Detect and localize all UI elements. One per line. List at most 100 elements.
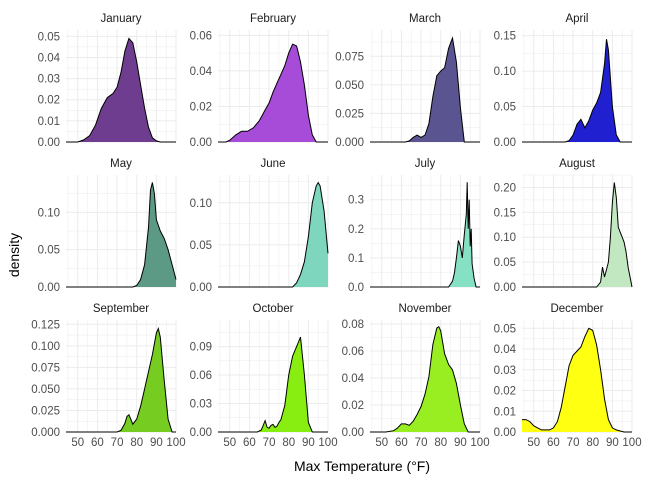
y-tick-label: 0.02 bbox=[190, 101, 212, 113]
x-tick-label: 70 bbox=[567, 437, 580, 449]
density-area bbox=[66, 38, 176, 142]
facet-june: June 0.00 0.05 0.10 bbox=[190, 158, 329, 294]
y-tick-label: 0.15 bbox=[494, 31, 516, 43]
y-tick-label: 0.04 bbox=[38, 52, 61, 64]
y-tick-label: 0.06 bbox=[190, 370, 212, 382]
x-tick-label: 80 bbox=[434, 437, 447, 449]
facet-august: August 0.00 0.05 0.10 0.15 0.20 bbox=[494, 158, 633, 294]
facet-title: July bbox=[415, 158, 436, 170]
y-tick-label: 0.05 bbox=[38, 31, 60, 43]
facet-title: February bbox=[250, 13, 296, 25]
facet-title: October bbox=[253, 303, 294, 315]
y-tick-label: 0.000 bbox=[31, 427, 60, 439]
y-tick-label: 0.00 bbox=[342, 427, 364, 439]
y-tick-label: 0.02 bbox=[342, 400, 364, 412]
y-tick-label: 0.10 bbox=[190, 198, 212, 210]
y-tick-label: 0.00 bbox=[38, 137, 60, 149]
x-tick-label: 70 bbox=[263, 437, 276, 449]
x-tick-label: 50 bbox=[223, 437, 236, 449]
facet-march: March 0.000 0.025 0.050 0.075 bbox=[335, 13, 481, 149]
facet-title: November bbox=[398, 303, 451, 315]
y-tick-label: 0.05 bbox=[494, 102, 516, 114]
y-tick-label: 0.025 bbox=[31, 405, 60, 417]
x-tick-label: 100 bbox=[470, 437, 489, 449]
y-tick-label: 0.06 bbox=[342, 346, 364, 358]
y-tick-label: 0.3 bbox=[348, 195, 364, 207]
x-tick-label: 50 bbox=[71, 437, 84, 449]
density-area bbox=[66, 328, 176, 432]
y-tick-label: 0.05 bbox=[494, 323, 516, 335]
y-tick-label: 0.00 bbox=[494, 427, 516, 439]
y-tick-label: 0.20 bbox=[494, 182, 516, 194]
y-tick-label: 0.05 bbox=[190, 240, 212, 252]
facet-title: May bbox=[110, 158, 132, 170]
x-tick-label: 60 bbox=[547, 437, 560, 449]
x-tick-label: 80 bbox=[586, 437, 599, 449]
facet-september: September 0.000 0.025 0.050 0.075 0.100 0.125 5… bbox=[31, 303, 185, 449]
y-tick-label: 0.01 bbox=[38, 116, 60, 128]
density-area bbox=[370, 182, 480, 287]
density-area bbox=[218, 182, 328, 287]
facet-panels: January 0.00 0.01 0.02 0.03 0.04 0.05 February 0… bbox=[31, 13, 641, 449]
y-tick-label: 0.02 bbox=[494, 386, 516, 398]
y-tick-label: 0.01 bbox=[494, 406, 516, 418]
y-tick-label: 0.06 bbox=[190, 30, 212, 42]
y-tick-label: 0.00 bbox=[494, 282, 516, 294]
density-line bbox=[370, 36, 480, 143]
x-tick-label: 100 bbox=[622, 437, 641, 449]
x-tick-label: 80 bbox=[130, 437, 143, 449]
y-tick-label: 0.03 bbox=[494, 365, 516, 377]
x-tick-label: 50 bbox=[527, 437, 540, 449]
y-tick-label: 0.03 bbox=[190, 399, 212, 411]
x-tick-label: 60 bbox=[243, 437, 256, 449]
y-tick-label: 0.10 bbox=[38, 207, 60, 219]
facet-january: January 0.00 0.01 0.02 0.03 0.04 0.05 bbox=[38, 13, 177, 149]
facet-october: October 0.00 0.03 0.06 0.09 50 60 70 80 90 100 bbox=[190, 303, 338, 449]
density-line bbox=[218, 181, 329, 288]
y-tick-label: 0.04 bbox=[342, 373, 365, 385]
y-tick-label: 0.1 bbox=[348, 253, 364, 265]
density-area bbox=[522, 328, 632, 432]
y-axis-title: density bbox=[6, 233, 22, 277]
facet-december: December 0.00 0.01 0.02 0.03 0.04 0.05 50 60 70 80… bbox=[494, 303, 642, 449]
y-tick-label: 0.125 bbox=[31, 319, 60, 331]
density-line bbox=[218, 43, 328, 143]
x-tick-label: 90 bbox=[454, 437, 467, 449]
y-tick-label: 0.03 bbox=[38, 74, 60, 86]
x-axis-title: Max Temperature (°F) bbox=[294, 458, 430, 474]
density-line bbox=[522, 182, 633, 288]
y-tick-label: 0.00 bbox=[190, 282, 212, 294]
facet-november: November 0.00 0.02 0.04 0.06 0.08 50 60 70 80 90 10… bbox=[342, 303, 490, 449]
density-line bbox=[66, 182, 177, 288]
density-line bbox=[522, 327, 632, 433]
density-line bbox=[522, 39, 632, 143]
y-tick-label: 0.04 bbox=[190, 66, 213, 78]
y-tick-label: 0.000 bbox=[335, 137, 364, 149]
facet-april: April 0.00 0.05 0.10 0.15 bbox=[494, 13, 633, 149]
y-tick-label: 0.075 bbox=[335, 51, 364, 63]
y-tick-label: 0.10 bbox=[494, 66, 516, 78]
facet-title: January bbox=[101, 13, 142, 25]
y-tick-label: 0.04 bbox=[494, 344, 517, 356]
density-area bbox=[218, 337, 328, 432]
x-tick-label: 60 bbox=[395, 437, 408, 449]
facet-title: June bbox=[261, 158, 286, 170]
density-area bbox=[370, 326, 480, 432]
y-tick-label: 0.02 bbox=[38, 95, 60, 107]
x-tick-label: 70 bbox=[111, 437, 124, 449]
y-tick-label: 0.050 bbox=[335, 80, 364, 92]
y-tick-label: 0.0 bbox=[348, 282, 364, 294]
y-tick-label: 0.050 bbox=[31, 384, 60, 396]
y-tick-label: 0.00 bbox=[190, 427, 212, 439]
facet-july: July 0.0 0.1 0.2 0.3 bbox=[348, 158, 481, 294]
y-tick-label: 0.10 bbox=[494, 232, 516, 244]
y-tick-label: 0.00 bbox=[190, 137, 212, 149]
facet-title: April bbox=[565, 13, 588, 25]
x-tick-label: 90 bbox=[150, 437, 163, 449]
x-tick-label: 80 bbox=[282, 437, 295, 449]
y-tick-label: 0.09 bbox=[190, 342, 212, 354]
facet-title: March bbox=[409, 13, 441, 25]
y-tick-label: 0.08 bbox=[342, 319, 364, 331]
facet-may: May 0.00 0.05 0.10 bbox=[38, 158, 177, 294]
